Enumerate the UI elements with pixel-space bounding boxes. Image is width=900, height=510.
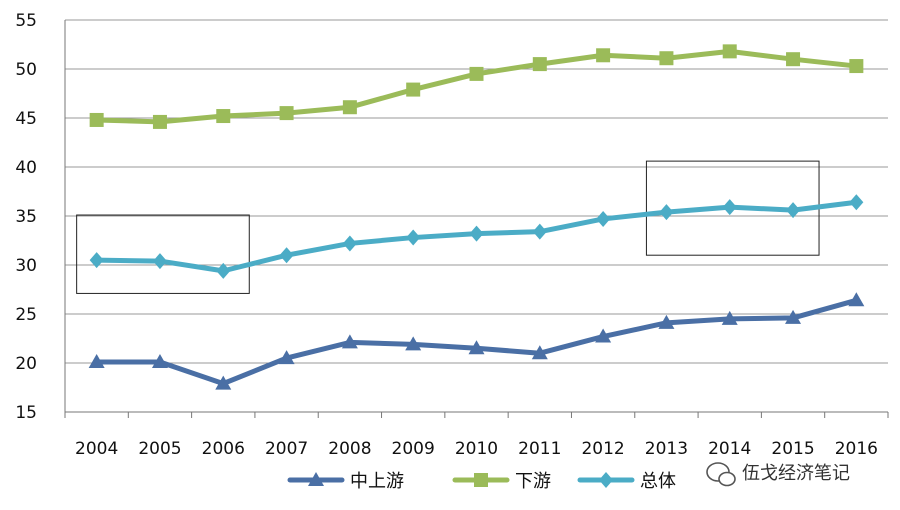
data-point xyxy=(532,223,547,240)
data-point xyxy=(469,225,484,242)
x-tick-label: 2011 xyxy=(518,439,561,459)
x-tick-label: 2007 xyxy=(265,439,308,459)
data-point xyxy=(151,354,168,369)
series-triangle xyxy=(88,292,865,390)
y-tick-label: 55 xyxy=(15,11,37,31)
legend-marker xyxy=(474,473,488,487)
y-tick-label: 25 xyxy=(15,305,37,325)
annotation-boxes xyxy=(76,160,820,294)
x-tick-label: 2012 xyxy=(581,439,624,459)
x-tick-label: 2010 xyxy=(455,439,498,459)
x-tick-label: 2013 xyxy=(645,439,688,459)
y-tick-label: 40 xyxy=(15,158,37,178)
data-point xyxy=(406,229,421,246)
data-point xyxy=(405,336,422,351)
legend-label: 中上游 xyxy=(350,471,404,492)
wechat-icon xyxy=(706,462,736,487)
data-point xyxy=(849,194,864,211)
data-point xyxy=(658,314,675,329)
y-tick-label: 45 xyxy=(15,109,37,129)
x-tick-label: 2014 xyxy=(708,439,751,459)
data-point xyxy=(89,112,104,127)
axes: 15 20 25 30 35 40 45 50 55 2004 2005 2006 2007 2008 20… xyxy=(15,11,889,459)
data-point xyxy=(88,354,105,369)
wechat-icon-bubble-small xyxy=(718,471,736,487)
data-point xyxy=(469,66,484,81)
x-tick-label: 2005 xyxy=(138,439,181,459)
x-tick-label: 2015 xyxy=(771,439,814,459)
series-line xyxy=(94,48,859,125)
y-tick-label: 35 xyxy=(15,207,37,227)
legend-item: 中上游 xyxy=(287,471,404,492)
x-tick-label: 2006 xyxy=(202,439,245,459)
data-point xyxy=(659,51,674,66)
x-tick-label: 2008 xyxy=(328,439,371,459)
data-point xyxy=(721,310,738,325)
legend-label: 总体 xyxy=(640,471,676,492)
data-point xyxy=(849,59,864,74)
annotation-box xyxy=(76,214,250,294)
data-point xyxy=(278,350,295,365)
legend-item: 总体 xyxy=(577,471,676,492)
data-point xyxy=(785,309,802,324)
data-point xyxy=(595,328,612,343)
legend: 中上游 下游 总体 xyxy=(287,471,676,492)
y-tick-label: 30 xyxy=(15,256,37,276)
data-point xyxy=(722,44,737,59)
series-group xyxy=(88,44,865,390)
data-point xyxy=(279,247,294,264)
data-point xyxy=(468,340,485,355)
x-tick-label: 2004 xyxy=(75,439,118,459)
y-tick-label: 20 xyxy=(15,354,37,374)
series-square xyxy=(89,44,864,129)
legend-marker xyxy=(599,472,613,488)
data-point xyxy=(342,100,357,115)
data-point xyxy=(216,262,231,279)
data-point xyxy=(786,202,801,219)
data-point xyxy=(531,345,548,360)
data-point xyxy=(596,48,611,63)
data-point xyxy=(216,109,231,124)
watermark-text: 伍戈经济笔记 xyxy=(742,463,850,484)
data-point xyxy=(532,57,547,72)
x-tick-label: 2009 xyxy=(392,439,435,459)
legend-label: 下游 xyxy=(515,471,551,492)
legend-item: 下游 xyxy=(452,471,551,492)
data-point xyxy=(406,82,421,97)
watermark: 伍戈经济笔记 xyxy=(706,462,850,487)
data-point xyxy=(215,375,232,390)
y-tick-label: 15 xyxy=(15,403,37,423)
y-tick-label: 50 xyxy=(15,60,37,80)
data-point xyxy=(786,52,801,67)
data-point xyxy=(596,210,611,227)
data-point xyxy=(722,199,737,216)
x-tick-label: 2016 xyxy=(835,439,878,459)
data-point xyxy=(89,252,104,269)
series-diamond xyxy=(89,194,864,279)
data-point xyxy=(152,253,167,270)
data-point xyxy=(279,106,294,121)
legend-marker xyxy=(308,472,324,486)
data-point xyxy=(152,114,167,129)
data-point xyxy=(341,334,358,349)
data-point xyxy=(659,204,674,221)
data-point xyxy=(342,235,357,252)
data-point xyxy=(848,292,865,307)
